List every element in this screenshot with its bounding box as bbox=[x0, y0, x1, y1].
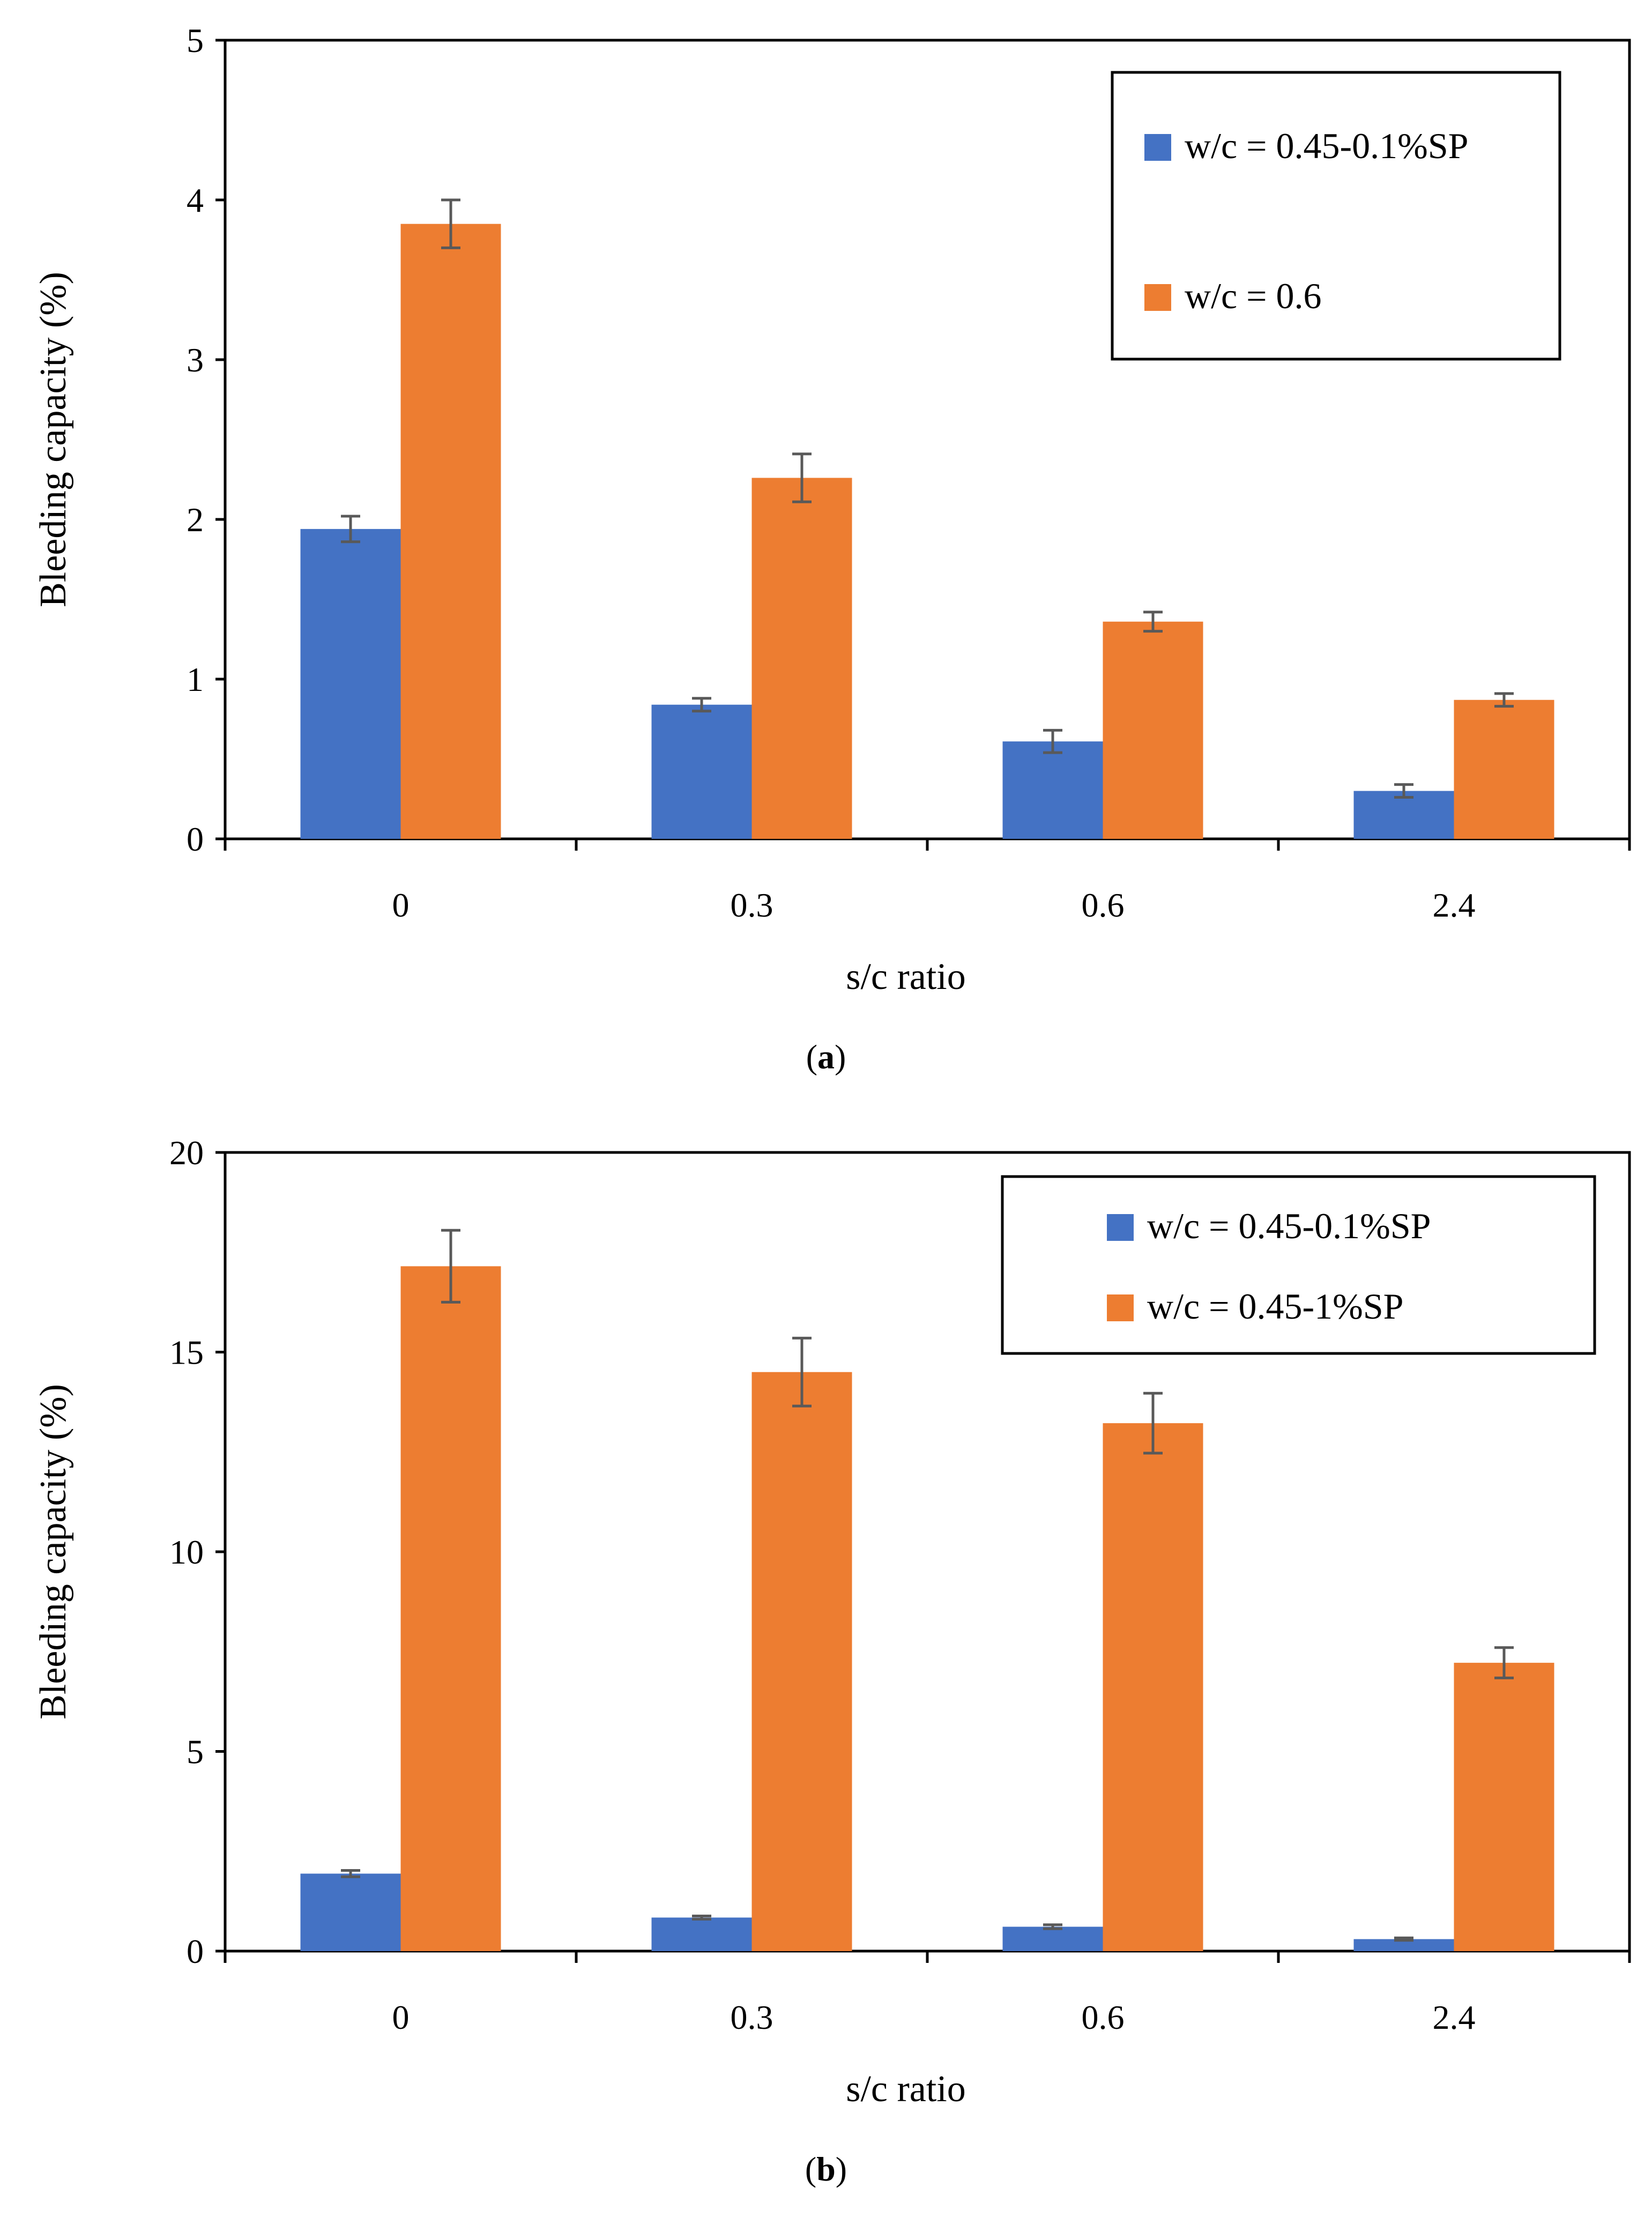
bar-blue-0_6 bbox=[1002, 1926, 1103, 1951]
bar-orange-0_6 bbox=[1103, 1423, 1203, 1951]
bar-blue-0 bbox=[300, 1873, 401, 1951]
chart-panel-b: 0 5 10 15 20 0 0.3 0.6 2.4 s/c ratio Bleeding capa… bbox=[0, 1112, 1652, 2225]
legend-label: w/c = 0.45-1%SP bbox=[1147, 1286, 1403, 1327]
bar-blue-0 bbox=[300, 529, 401, 839]
y-tick-label: 5 bbox=[187, 1733, 204, 1771]
bar-blue-2_4 bbox=[1353, 791, 1454, 839]
bar-orange-2_4 bbox=[1454, 700, 1554, 839]
bar-blue-0_3 bbox=[651, 1917, 752, 1951]
caption-letter-a: a bbox=[817, 1038, 835, 1076]
caption-a: (a) bbox=[806, 1038, 846, 1076]
y-tick-label: 5 bbox=[187, 21, 204, 59]
x-axis-label: s/c ratio bbox=[846, 956, 966, 998]
y-axis-label: Bleeding capacity (%) bbox=[33, 1384, 74, 1720]
y-tick-label: 15 bbox=[169, 1334, 204, 1372]
legend-box bbox=[1111, 71, 1561, 361]
bar-orange-0_3 bbox=[751, 1372, 852, 1951]
bar-orange-0_6 bbox=[1103, 621, 1203, 839]
legend-label: w/c = 0.45-0.1%SP bbox=[1147, 1205, 1431, 1246]
y-tick-label: 10 bbox=[169, 1533, 204, 1571]
bar-orange-0 bbox=[400, 1266, 501, 1951]
legend-label: w/c = 0.45-0.1%SP bbox=[1185, 125, 1468, 166]
y-tick-label: 20 bbox=[169, 1134, 204, 1172]
y-tick-label: 3 bbox=[187, 341, 204, 379]
legend-label: w/c = 0.6 bbox=[1185, 276, 1322, 316]
caption-letter-b: b bbox=[816, 2150, 836, 2188]
y-tick-label: 1 bbox=[187, 660, 204, 698]
caption-b: (b) bbox=[805, 2150, 847, 2188]
y-tick-label: 4 bbox=[187, 181, 204, 219]
x-tick-label: 0.6 bbox=[1082, 1998, 1125, 2036]
bar-orange-0_3 bbox=[751, 478, 852, 839]
x-tick-label: 0.3 bbox=[731, 886, 773, 924]
x-tick-label: 0.6 bbox=[1082, 886, 1125, 924]
x-axis-label: s/c ratio bbox=[846, 2068, 966, 2110]
bar-chart-b: 0 5 10 15 20 0 0.3 0.6 2.4 s/c ratio Bleeding capa… bbox=[33, 1134, 1631, 2110]
bar-chart-a: 0 1 2 3 4 5 0 0.3 0.6 2.4 s/c ratio Bleeding capaci… bbox=[33, 21, 1631, 998]
y-tick-label: 0 bbox=[187, 820, 204, 858]
bar-blue-2_4 bbox=[1353, 1939, 1454, 1951]
x-tick-label: 0.3 bbox=[731, 1998, 773, 2036]
legend-box bbox=[1001, 1175, 1596, 1355]
x-tick-label: 0 bbox=[392, 1998, 410, 2036]
legend-swatch-blue bbox=[1144, 134, 1171, 161]
x-tick-label: 2.4 bbox=[1433, 886, 1476, 924]
x-tick-label: 2.4 bbox=[1433, 1998, 1476, 2036]
bar-blue-0_6 bbox=[1002, 741, 1103, 839]
y-tick-label: 2 bbox=[187, 501, 204, 539]
legend-swatch-blue bbox=[1107, 1214, 1134, 1241]
bar-blue-0_3 bbox=[651, 704, 752, 839]
legend-swatch-orange bbox=[1107, 1294, 1134, 1321]
chart-panel-a: 0 1 2 3 4 5 0 0.3 0.6 2.4 s/c ratio Bleeding capaci… bbox=[0, 0, 1652, 1112]
bar-orange-2_4 bbox=[1454, 1663, 1554, 1951]
y-axis-label: Bleeding capacity (%) bbox=[33, 272, 74, 607]
legend-swatch-orange bbox=[1144, 284, 1171, 311]
bar-orange-0 bbox=[400, 224, 501, 839]
y-tick-label: 0 bbox=[187, 1932, 204, 1970]
x-tick-label: 0 bbox=[392, 886, 410, 924]
